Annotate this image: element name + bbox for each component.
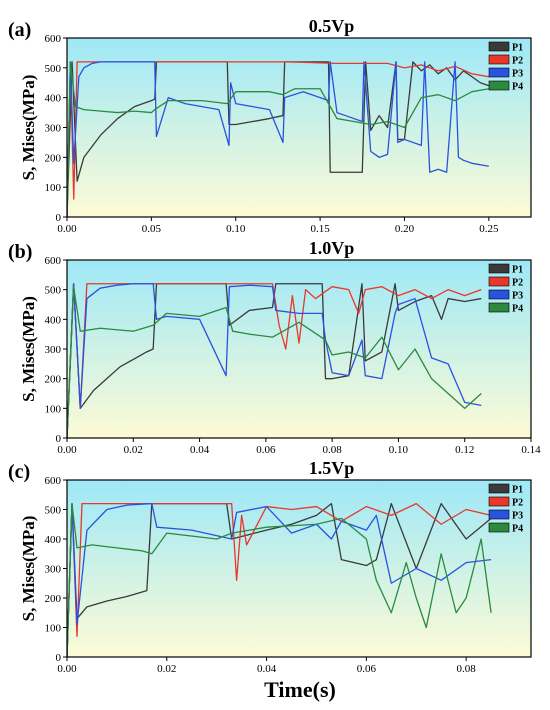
y-tick-label: 100: [45, 403, 62, 415]
y-tick-label: 0: [56, 652, 62, 664]
legend-label: P1: [512, 485, 523, 496]
legend-label: P2: [512, 56, 523, 67]
legend-label: P3: [512, 291, 523, 302]
y-tick-label: 500: [45, 505, 62, 517]
y-tick-label: 200: [45, 593, 62, 605]
legend-label: P2: [512, 278, 523, 289]
x-tick-label: 0.08: [457, 663, 477, 675]
series-line-p1: [67, 61, 490, 217]
x-tick-label: 0.00: [57, 444, 77, 456]
y-tick-label: 300: [45, 564, 62, 576]
x-tick-label: 0.02: [157, 663, 176, 675]
y-tick-label: 400: [45, 534, 62, 546]
x-tick-label: 0.14: [521, 444, 541, 456]
y-tick-label: 200: [45, 374, 62, 386]
y-tick-label: 300: [45, 123, 62, 135]
legend-label: P3: [512, 511, 523, 522]
plot-area: [67, 260, 531, 438]
y-tick-label: 300: [45, 344, 62, 356]
legend-swatch-p2: [488, 276, 510, 287]
legend-swatch-p4: [488, 522, 510, 533]
chart-title: 1.0Vp: [309, 238, 355, 258]
legend: P1 P2 P3 P4: [488, 263, 523, 315]
x-tick-label: 0.10: [226, 223, 246, 235]
series-line-p1: [67, 502, 492, 657]
y-tick-label: 400: [45, 93, 62, 105]
legend-label: P4: [512, 304, 523, 315]
chart-panel-2: 0 100 200 300 400 500 600 0.00 0.02 0.04 0.06 0.08 0…: [8, 238, 541, 456]
series-line-p3: [67, 61, 489, 217]
x-tick-label: 0.06: [256, 444, 276, 456]
x-tick-label: 0.02: [124, 444, 143, 456]
x-tick-label: 0.04: [190, 444, 210, 456]
x-tick-label: 0.15: [310, 223, 330, 235]
x-tick-label: 0.12: [455, 444, 474, 456]
x-tick-label: 0.25: [479, 223, 499, 235]
y-tick-label: 0: [56, 212, 62, 224]
plot-area: [67, 38, 531, 217]
y-axis-label: S, Mises(MPa): [19, 296, 38, 402]
legend-swatch-p3: [488, 289, 510, 300]
y-tick-label: 600: [45, 475, 62, 487]
series-line-p4: [67, 286, 482, 438]
legend-label: P1: [512, 265, 523, 276]
x-tick-label: 0.10: [389, 444, 409, 456]
chart-title: 1.5Vp: [309, 458, 355, 478]
legend-swatch-p3: [488, 509, 510, 520]
legend-swatch-p1: [488, 263, 510, 274]
series-line-p1: [67, 283, 482, 438]
legend: P1 P2 P3 P4: [488, 41, 523, 93]
legend-swatch-p4: [488, 302, 510, 313]
legend-label: P4: [512, 82, 523, 93]
y-tick-label: 0: [56, 433, 62, 445]
y-axis-label: S, Mises(MPa): [19, 75, 38, 181]
y-tick-label: 600: [45, 33, 62, 45]
legend-swatch-p1: [488, 41, 510, 52]
x-tick-label: 0.08: [323, 444, 343, 456]
chart-panel-1: 0 100 200 300 400 500 600 0.00 0.05 0.10 0.15 0.20 0…: [8, 16, 532, 235]
x-tick-label: 0.06: [357, 663, 377, 675]
y-tick-label: 500: [45, 63, 62, 75]
y-tick-label: 400: [45, 314, 62, 326]
legend-label: P3: [512, 69, 523, 80]
y-tick-label: 500: [45, 285, 62, 297]
legend-swatch-p4: [488, 80, 510, 91]
panel-label: (c): [8, 461, 30, 483]
panel-label: (a): [8, 19, 31, 41]
x-tick-label: 0.04: [257, 663, 277, 675]
y-tick-label: 600: [45, 255, 62, 267]
legend-label: P2: [512, 498, 523, 509]
panel-label: (b): [8, 241, 32, 263]
x-tick-label: 0.00: [57, 663, 77, 675]
plot-area: [67, 480, 531, 657]
x-tick-label: 0.05: [142, 223, 162, 235]
x-tick-label: 0.00: [57, 223, 77, 235]
x-axis-label: Time(s): [264, 677, 336, 702]
x-tick-label: 0.20: [395, 223, 415, 235]
y-tick-label: 100: [45, 182, 62, 194]
series-line-p4: [67, 502, 492, 657]
series-line-p3: [67, 502, 492, 657]
series-line-p4: [67, 61, 489, 217]
y-tick-label: 200: [45, 152, 62, 164]
y-tick-label: 100: [45, 623, 62, 635]
legend-swatch-p3: [488, 67, 510, 78]
chart-panel-3: 0 100 200 300 400 500 600 0.00 0.02 0.04 0.06 0.08 (…: [8, 458, 532, 675]
legend: P1 P2 P3 P4: [488, 483, 523, 535]
y-axis-label: S, Mises(MPa): [19, 516, 38, 622]
legend-label: P4: [512, 524, 523, 535]
legend-swatch-p1: [488, 483, 510, 494]
legend-swatch-p2: [488, 54, 510, 65]
series-line-p3: [67, 283, 482, 438]
legend-label: P1: [512, 43, 523, 54]
chart-title: 0.5Vp: [309, 16, 355, 36]
legend-swatch-p2: [488, 496, 510, 507]
